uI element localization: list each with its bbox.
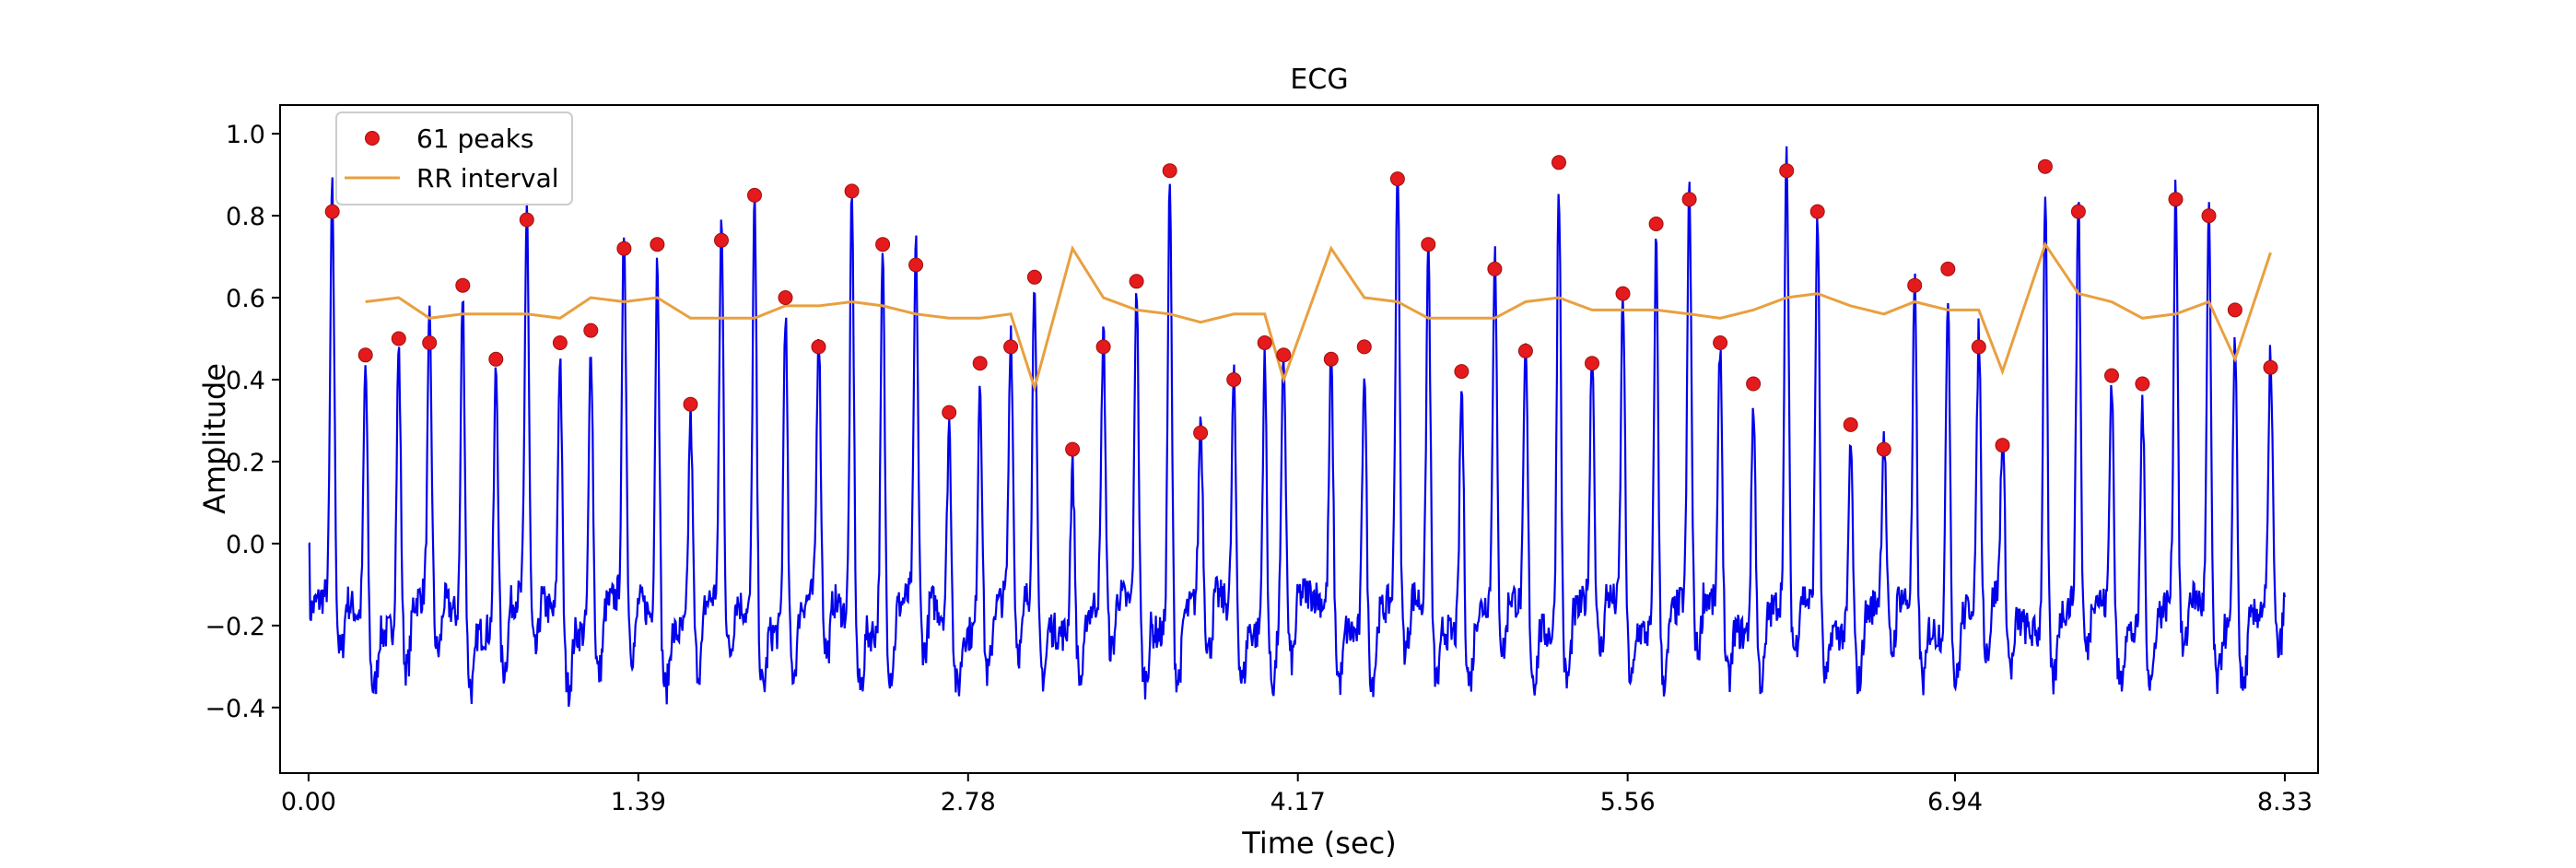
peak-marker xyxy=(1876,441,1891,457)
rr-interval-layer xyxy=(365,240,2272,393)
peak-marker xyxy=(1026,269,1042,285)
peak-marker xyxy=(683,396,698,412)
peak-marker xyxy=(2227,302,2242,318)
y-tick-label: 0.0 xyxy=(226,531,265,559)
peak-marker xyxy=(1907,277,1923,293)
chart-title: ECG xyxy=(1290,64,1348,96)
peak-marker xyxy=(1454,364,1469,380)
legend-peaks-label: 61 peaks xyxy=(416,123,534,154)
peak-marker xyxy=(1713,335,1728,350)
peak-marker xyxy=(1389,171,1405,187)
peak-marker xyxy=(422,335,438,350)
y-tick-label: 1.0 xyxy=(226,121,265,149)
peak-marker xyxy=(324,204,340,219)
peaks-layer xyxy=(324,155,2278,457)
peak-marker xyxy=(1971,339,1986,355)
peak-marker xyxy=(1487,261,1503,276)
peak-marker xyxy=(714,232,729,248)
peak-marker xyxy=(778,290,793,305)
x-axis-ticks: 0.00 1.39 2.78 4.17 5.56 6.94 8.33 xyxy=(281,773,2313,816)
y-axis-ticks: −0.4 −0.2 0.0 0.2 0.4 0.6 0.8 1.0 xyxy=(205,121,280,723)
plot-frame xyxy=(279,104,2319,774)
legend-rr-label: RR interval xyxy=(416,163,559,194)
peak-marker xyxy=(488,351,504,367)
peak-marker xyxy=(1323,351,1339,367)
peak-marker xyxy=(1356,339,1372,355)
x-tick-label: 2.78 xyxy=(941,788,996,816)
peak-marker xyxy=(1615,286,1631,301)
peak-marker xyxy=(552,335,568,350)
peak-marker xyxy=(1065,441,1081,457)
peak-marker xyxy=(1517,343,1533,358)
y-tick-label: 0.6 xyxy=(226,285,265,313)
peak-marker xyxy=(1779,163,1795,179)
peak-marker xyxy=(1421,237,1436,252)
legend-box xyxy=(335,111,573,205)
y-tick-label: 0.2 xyxy=(226,449,265,477)
peak-marker xyxy=(1193,425,1209,440)
peak-marker xyxy=(1551,155,1566,170)
peak-marker xyxy=(811,339,826,355)
peak-marker xyxy=(2135,376,2150,392)
peak-marker xyxy=(455,277,471,293)
peak-marker xyxy=(1809,204,1825,219)
peak-marker xyxy=(972,356,988,371)
peak-marker xyxy=(1585,356,1599,371)
peak-marker xyxy=(1003,339,1019,355)
peak-marker xyxy=(2168,192,2184,207)
ecg-signal-line xyxy=(308,146,2286,708)
y-tick-label: −0.2 xyxy=(205,613,265,641)
peak-marker xyxy=(1226,372,1242,387)
y-axis-label: Amplitude xyxy=(197,363,232,514)
peak-marker xyxy=(519,212,534,228)
y-tick-label: 0.4 xyxy=(226,367,265,395)
peak-marker xyxy=(357,347,373,363)
peak-marker xyxy=(1940,261,1956,276)
peak-marker xyxy=(2037,158,2053,174)
x-tick-label: 4.17 xyxy=(1270,788,1326,816)
peak-marker xyxy=(1746,376,1762,392)
peak-marker xyxy=(2104,368,2119,383)
ecg-signal-layer xyxy=(308,146,2286,708)
peak-marker xyxy=(2263,359,2278,375)
peak-marker xyxy=(1648,217,1664,231)
peak-marker xyxy=(616,240,632,256)
rr-interval-line xyxy=(365,240,2272,393)
x-tick-label: 5.56 xyxy=(1600,788,1656,816)
x-axis-label: Time (sec) xyxy=(1241,826,1396,861)
peak-marker xyxy=(1995,438,2010,453)
x-tick-label: 0.00 xyxy=(281,788,336,816)
peak-marker xyxy=(583,323,599,338)
peak-marker xyxy=(1843,416,1858,432)
peak-marker xyxy=(908,257,924,273)
peak-marker xyxy=(747,187,762,203)
peak-marker xyxy=(1129,274,1144,289)
y-tick-label: 0.8 xyxy=(226,203,265,231)
peak-marker xyxy=(391,331,406,346)
legend: 61 peaks RR interval xyxy=(335,111,573,205)
x-tick-label: 8.33 xyxy=(2257,788,2313,816)
peak-marker xyxy=(1681,192,1697,207)
x-tick-label: 1.39 xyxy=(611,788,666,816)
peak-marker xyxy=(942,405,957,420)
peak-marker xyxy=(1257,335,1272,350)
peak-marker xyxy=(875,237,891,252)
peak-marker xyxy=(844,183,860,199)
x-tick-label: 6.94 xyxy=(1927,788,1983,816)
peak-marker xyxy=(650,237,665,252)
peak-marker xyxy=(1095,339,1111,355)
peak-marker xyxy=(1162,163,1177,179)
peak-marker xyxy=(2070,204,2086,219)
peak-marker xyxy=(2201,208,2217,224)
y-tick-label: −0.4 xyxy=(205,695,265,723)
peak-marker xyxy=(1276,347,1292,363)
legend-peaks-marker xyxy=(365,131,380,146)
